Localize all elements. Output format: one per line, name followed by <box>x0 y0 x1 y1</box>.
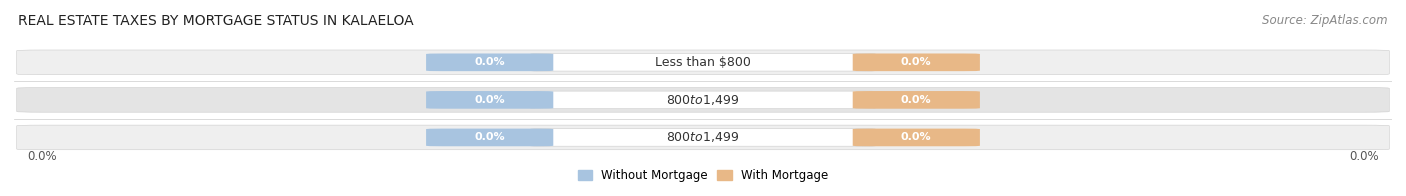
FancyBboxPatch shape <box>531 54 875 71</box>
Text: 0.0%: 0.0% <box>901 57 932 67</box>
FancyBboxPatch shape <box>852 129 980 146</box>
FancyBboxPatch shape <box>531 129 875 146</box>
Text: 0.0%: 0.0% <box>901 95 932 105</box>
Text: 0.0%: 0.0% <box>474 132 505 142</box>
Legend: Without Mortgage, With Mortgage: Without Mortgage, With Mortgage <box>578 169 828 182</box>
FancyBboxPatch shape <box>426 129 554 146</box>
FancyBboxPatch shape <box>426 54 554 71</box>
FancyBboxPatch shape <box>17 125 1389 150</box>
Text: REAL ESTATE TAXES BY MORTGAGE STATUS IN KALAELOA: REAL ESTATE TAXES BY MORTGAGE STATUS IN … <box>18 14 413 28</box>
FancyBboxPatch shape <box>852 54 980 71</box>
Text: $800 to $1,499: $800 to $1,499 <box>666 130 740 144</box>
Text: 0.0%: 0.0% <box>901 132 932 142</box>
Text: $800 to $1,499: $800 to $1,499 <box>666 93 740 107</box>
Text: Less than $800: Less than $800 <box>655 56 751 69</box>
FancyBboxPatch shape <box>852 91 980 109</box>
Text: Source: ZipAtlas.com: Source: ZipAtlas.com <box>1263 14 1388 27</box>
FancyBboxPatch shape <box>17 88 1389 112</box>
Text: 0.0%: 0.0% <box>474 95 505 105</box>
Text: 0.0%: 0.0% <box>27 151 56 163</box>
FancyBboxPatch shape <box>531 91 875 109</box>
Text: 0.0%: 0.0% <box>1350 151 1379 163</box>
FancyBboxPatch shape <box>17 50 1389 75</box>
FancyBboxPatch shape <box>426 91 554 109</box>
Text: 0.0%: 0.0% <box>474 57 505 67</box>
